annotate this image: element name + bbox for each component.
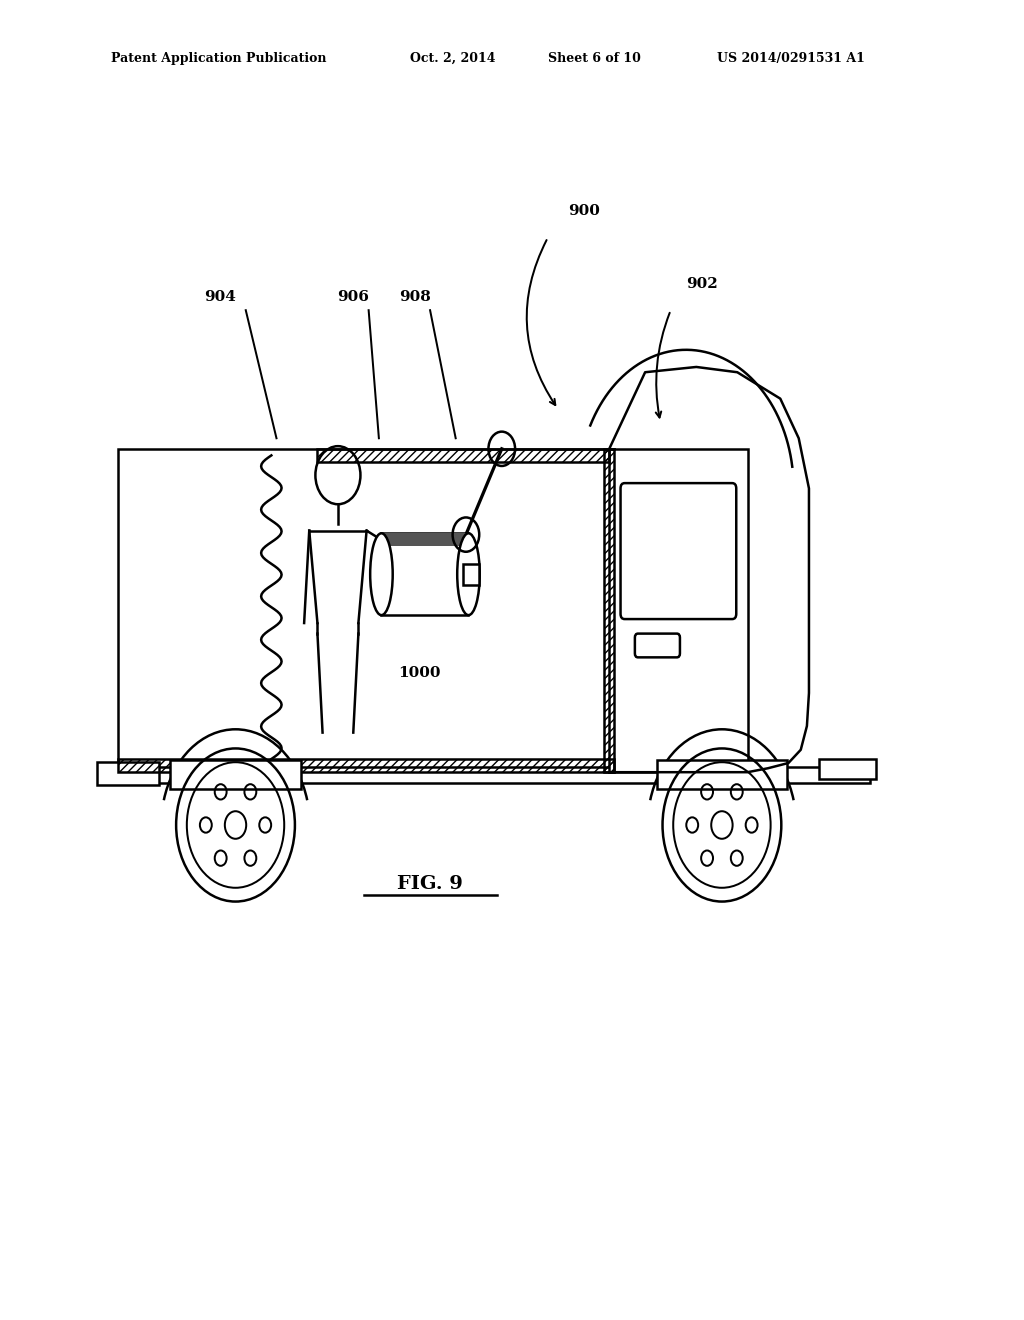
Text: Sheet 6 of 10: Sheet 6 of 10 <box>548 51 641 65</box>
Bar <box>604 449 614 772</box>
Ellipse shape <box>457 533 479 615</box>
Text: 900: 900 <box>568 205 600 218</box>
Ellipse shape <box>371 533 393 615</box>
Text: Patent Application Publication: Patent Application Publication <box>111 51 326 65</box>
Bar <box>381 533 469 546</box>
FancyBboxPatch shape <box>621 483 736 619</box>
Bar <box>381 533 469 615</box>
Bar <box>97 762 159 785</box>
Bar <box>604 449 614 772</box>
Bar <box>317 449 609 462</box>
Text: 904: 904 <box>204 290 237 304</box>
Text: 1000: 1000 <box>398 667 441 680</box>
Bar <box>118 759 614 772</box>
Bar <box>170 760 301 789</box>
Bar <box>656 760 787 789</box>
FancyBboxPatch shape <box>635 634 680 657</box>
Bar <box>118 449 614 772</box>
Text: 906: 906 <box>337 290 370 304</box>
Text: Oct. 2, 2014: Oct. 2, 2014 <box>410 51 495 65</box>
Text: US 2014/0291531 A1: US 2014/0291531 A1 <box>717 51 864 65</box>
Text: 902: 902 <box>686 277 718 290</box>
Bar <box>317 449 609 462</box>
Text: FIG. 9: FIG. 9 <box>397 875 463 894</box>
Bar <box>118 767 870 783</box>
Text: 908: 908 <box>398 290 431 304</box>
Bar <box>609 449 748 772</box>
Bar <box>118 759 614 772</box>
Bar <box>819 759 876 779</box>
Bar <box>463 564 478 585</box>
